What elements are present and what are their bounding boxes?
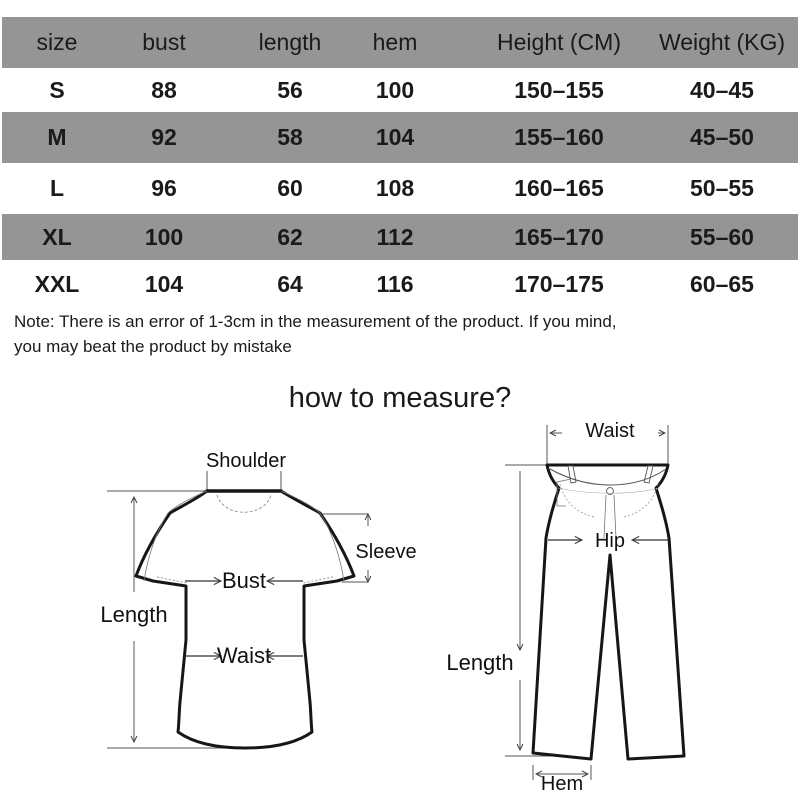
svg-text:Waist: Waist <box>585 420 635 442</box>
svg-text:Bust: Bust <box>222 568 266 593</box>
svg-text:Sleeve: Sleeve <box>355 541 416 563</box>
svg-text:Shoulder: Shoulder <box>206 450 286 472</box>
svg-text:Waist: Waist <box>217 643 271 668</box>
svg-text:Hem: Hem <box>541 773 583 795</box>
svg-text:Length: Length <box>100 602 167 627</box>
svg-text:Hip: Hip <box>595 530 625 552</box>
svg-text:Length: Length <box>446 650 513 675</box>
